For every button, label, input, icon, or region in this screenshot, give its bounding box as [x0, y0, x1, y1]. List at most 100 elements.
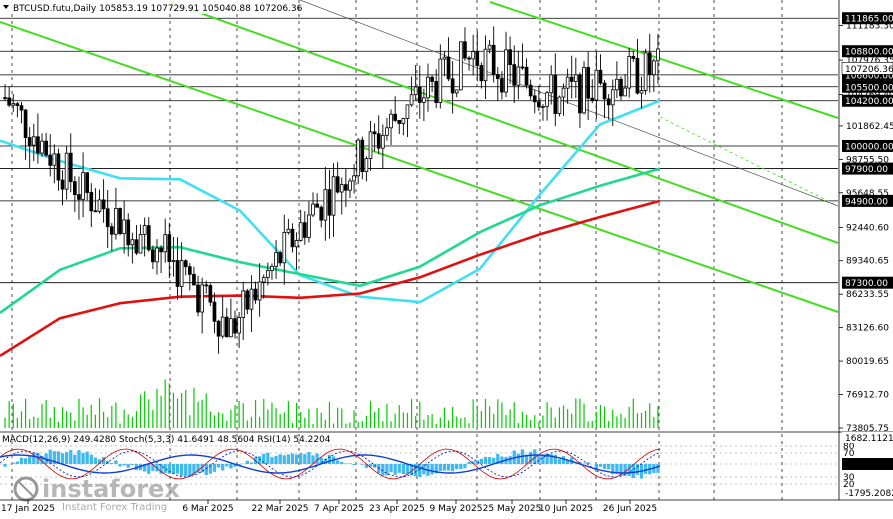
- volume-bar: [288, 401, 289, 428]
- macd-histogram-bar: [389, 464, 392, 472]
- price-level-label: 94900.00: [845, 197, 888, 207]
- candle-body: [53, 154, 56, 165]
- macd-histogram-bar: [398, 464, 401, 473]
- candle-body: [151, 250, 154, 262]
- volume-bar: [99, 398, 100, 428]
- candle-body: [509, 50, 512, 65]
- candle-body: [250, 289, 253, 309]
- candle-body: [271, 266, 274, 270]
- candle-body: [603, 83, 606, 99]
- candle-body: [570, 77, 573, 81]
- macd-histogram-bar: [336, 460, 339, 464]
- candle-body: [455, 90, 458, 93]
- current-price-label: 107206.36: [845, 65, 893, 75]
- macd-histogram-bar: [406, 464, 409, 474]
- candle-body: [558, 97, 561, 113]
- volume-bar: [468, 423, 469, 428]
- volume-bar: [637, 413, 638, 428]
- candle-body: [562, 88, 565, 97]
- volume-bar: [136, 411, 137, 428]
- volume-bar: [41, 404, 42, 428]
- volume-bar: [300, 412, 301, 428]
- macd-histogram-bar: [307, 452, 310, 464]
- macd-histogram-bar: [439, 464, 442, 471]
- macd-histogram-bar: [217, 464, 220, 468]
- candle-body: [238, 317, 241, 333]
- candle-body: [607, 99, 610, 105]
- candle-body: [591, 98, 594, 100]
- candle-body: [197, 285, 200, 312]
- macd-histogram-bar: [118, 464, 121, 466]
- volume-bar: [46, 400, 47, 428]
- volume-bar: [17, 418, 18, 428]
- macd-histogram-bar: [537, 455, 540, 464]
- volume-bar: [95, 415, 96, 428]
- candle-body: [180, 261, 183, 287]
- candle-body: [78, 195, 81, 200]
- volume-bar: [226, 421, 227, 428]
- volume-bar: [624, 418, 625, 428]
- candle-body: [164, 235, 167, 252]
- candle-body: [657, 49, 660, 61]
- volume-bar: [629, 407, 630, 428]
- volume-bar: [608, 421, 609, 428]
- macd-histogram-bar: [266, 453, 269, 464]
- volume-bar: [202, 400, 203, 428]
- candle-body: [385, 128, 388, 136]
- volume-bar: [559, 407, 560, 428]
- volume-bar: [87, 415, 88, 428]
- volume-bar: [91, 405, 92, 428]
- volume-bar: [210, 411, 211, 428]
- volume-bar: [54, 407, 55, 428]
- candle-body: [8, 98, 11, 105]
- candle-body: [578, 75, 581, 113]
- candle-body: [201, 285, 204, 312]
- volume-bar: [312, 424, 313, 428]
- candle-body: [640, 90, 643, 93]
- y-tick-label: 73805.75: [846, 424, 889, 434]
- macd-current-badge: [842, 458, 893, 470]
- volume-bar: [395, 414, 396, 428]
- macd-histogram-bar: [418, 464, 421, 477]
- candle-body: [451, 79, 454, 93]
- volume-bar: [173, 393, 174, 428]
- volume-bar: [399, 405, 400, 428]
- candle-body: [20, 106, 23, 110]
- candle-body: [82, 173, 85, 200]
- macd-histogram-bar: [348, 463, 351, 464]
- candle-body: [303, 223, 306, 238]
- candle-body: [484, 49, 487, 80]
- candle-body: [110, 227, 113, 235]
- volume-bar: [156, 389, 157, 428]
- x-tick-label: 25 May 2025: [483, 504, 542, 514]
- volume-bar: [230, 410, 231, 428]
- volume-bar: [189, 415, 190, 428]
- x-tick-label: 26 Jun 2025: [603, 504, 657, 514]
- macd-histogram-bar: [213, 464, 216, 472]
- volume-bar: [600, 405, 601, 428]
- candle-body: [496, 74, 499, 78]
- price-level-label: 87300.00: [845, 279, 888, 289]
- candle-body: [636, 58, 639, 93]
- candle-body: [472, 52, 475, 59]
- volume-bar: [58, 422, 59, 428]
- candle-body: [131, 240, 134, 245]
- candle-body: [119, 208, 122, 233]
- candle-body: [65, 153, 68, 189]
- volume-bar: [329, 402, 330, 428]
- volume-bar: [345, 424, 346, 428]
- chart-header: BTCUSD.futu,Daily 105853.19 107729.91 10…: [0, 0, 303, 14]
- volume-bar: [386, 404, 387, 428]
- volume-bar: [514, 402, 515, 428]
- macd-histogram-bar: [250, 463, 253, 464]
- candle-body: [439, 59, 442, 102]
- macd-histogram-bar: [315, 454, 318, 464]
- volume-bar: [641, 413, 642, 428]
- volume-bar: [197, 402, 198, 428]
- candle-body: [316, 204, 319, 207]
- volume-bar: [657, 406, 658, 428]
- candle-body: [156, 248, 159, 262]
- volume-bar: [82, 407, 83, 428]
